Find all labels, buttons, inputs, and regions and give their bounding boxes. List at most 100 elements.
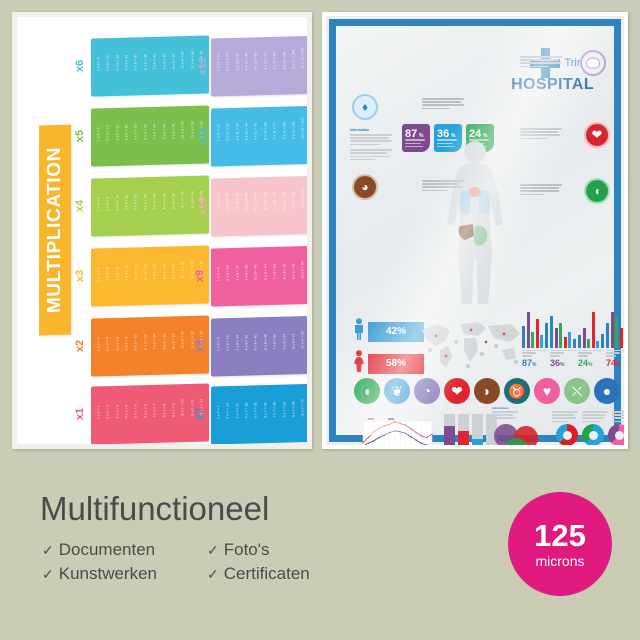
multiplication-table-x4[interactable]: 1 x 4 = 4 2 x 4 = 8 3 x 4 = 12 4 x 4 = 16 5 … — [74, 175, 209, 237]
mini-bar — [578, 335, 581, 348]
table-row: 8 x 11 = 88 — [281, 122, 286, 140]
check-icon: ✓ — [42, 566, 54, 582]
table-row: 9 x 6 = 54 — [171, 53, 176, 70]
stat-unit: % — [616, 362, 621, 369]
hospital-infographic-poster[interactable]: Trinity HOSPITAL Information — [322, 12, 628, 449]
gender-stat-row: 58% — [352, 350, 424, 377]
table-row: 2 x 10 = 20 — [225, 193, 230, 212]
multiplication-table-x5[interactable]: 1 x 5 = 5 2 x 5 = 10 3 x 5 = 15 4 x 5 = 20 5… — [74, 105, 209, 167]
multiplication-table-x11[interactable]: 1 x 11 = 11 2 x 11 = 22 3 x 11 = 33 4 x 11 … — [197, 105, 307, 167]
table-rows: 1 x 4 = 4 2 x 4 = 8 3 x 4 = 12 4 x 4 = 16 5 … — [95, 180, 206, 233]
table-label-x9: x9 — [194, 269, 207, 283]
multiplication-table-x7[interactable]: 1 x 7 = 7 2 x 7 = 14 3 x 7 = 21 4 x 7 = 28 5… — [194, 383, 312, 444]
text-line — [350, 158, 376, 161]
table-row: 4 x 4 = 16 — [124, 194, 129, 211]
mini-bar — [531, 331, 534, 348]
micron-badge: 125 microns — [508, 492, 612, 596]
stomach-icon[interactable]: ◖ — [354, 378, 380, 404]
brain-icon[interactable]: ◔ — [414, 378, 440, 404]
table-label-x6: x6 — [74, 59, 87, 73]
table-card: 1 x 8 = 8 2 x 8 = 16 3 x 8 = 24 4 x 8 = 32 5… — [211, 315, 307, 377]
multiplication-table-x8[interactable]: 1 x 8 = 8 2 x 8 = 16 3 x 8 = 24 4 x 8 = 32 5… — [194, 315, 307, 377]
table-row: 7 x 4 = 28 — [152, 194, 157, 210]
table-card: 1 x 10 = 10 2 x 10 = 20 3 x 10 = 30 4 x 10 … — [211, 175, 307, 237]
table-row: 11 x 4 = 44 — [189, 191, 194, 209]
stat-unit: % — [560, 362, 565, 369]
lungs-icon[interactable]: ❦ — [384, 378, 410, 404]
feature-label: Certificaten — [223, 564, 310, 583]
table-rows: 1 x 5 = 5 2 x 5 = 10 3 x 5 = 15 4 x 5 = 20 5… — [95, 110, 206, 163]
bed-rest-icon[interactable]: ⛌ — [564, 378, 590, 404]
table-row: 7 x 2 = 14 — [152, 334, 157, 350]
table-row: 1 x 5 = 5 — [96, 127, 101, 142]
multiplication-table-x2[interactable]: 1 x 2 = 2 2 x 2 = 4 3 x 2 = 6 4 x 2 = 8 5 x … — [74, 315, 209, 377]
table-row: 4 x 2 = 8 — [124, 336, 129, 351]
table-row: 4 x 3 = 12 — [124, 264, 129, 281]
text-line — [350, 140, 392, 142]
table-row: 4 x 12 = 48 — [244, 53, 249, 71]
table-row: 5 x 6 = 30 — [133, 54, 138, 71]
table-row: 5 x 7 = 35 — [253, 402, 258, 419]
text-line — [350, 152, 387, 154]
bar-column — [458, 414, 469, 445]
features-column-right: ✓ Foto's ✓ Certificaten — [207, 540, 310, 584]
liver-icon[interactable]: ◗ — [474, 378, 500, 404]
table-rows: 1 x 11 = 11 2 x 11 = 22 3 x 11 = 33 4 x 11 … — [215, 110, 307, 163]
bar-fill — [444, 425, 455, 445]
table-row: 3 x 8 = 24 — [235, 335, 240, 351]
table-row: 8 x 4 = 32 — [161, 193, 166, 210]
feature-item: ✓ Foto's — [207, 540, 310, 560]
multiplication-table-x1[interactable]: 1 x 1 = 1 2 x 1 = 2 3 x 1 = 3 4 x 1 = 4 5 x … — [74, 383, 209, 444]
mini-bar — [535, 319, 539, 348]
tooth-icon[interactable]: ♉ — [504, 378, 530, 404]
table-row: 10 x 8 = 80 — [300, 331, 305, 350]
table-row: 1 x 1 = 1 — [96, 405, 101, 420]
table-row: 11 x 7 = 77 — [309, 399, 312, 417]
multiplication-poster-inner: MULTIPLICATION 1 x 6 = 6 2 x 6 = 12 3 x 6 … — [17, 17, 307, 444]
mini-bar — [587, 339, 590, 348]
table-row: 1 x 3 = 3 — [96, 267, 101, 282]
multiplication-poster[interactable]: MULTIPLICATION 1 x 6 = 6 2 x 6 = 12 3 x 6 … — [12, 12, 312, 449]
text-line — [350, 137, 390, 139]
multiplication-table-x12[interactable]: 1 x 12 = 12 2 x 12 = 24 3 x 12 = 36 4 x 12 … — [197, 35, 307, 97]
check-icon: ✓ — [207, 542, 219, 558]
table-row: 11 x 9 = 99 — [309, 261, 312, 279]
mini-bar — [526, 312, 530, 348]
heart-pink-icon[interactable]: ♥ — [534, 378, 560, 404]
multiplication-table-x3[interactable]: 1 x 3 = 3 2 x 3 = 6 3 x 3 = 9 4 x 3 = 12 5 x… — [74, 245, 209, 307]
table-row: 8 x 6 = 48 — [161, 53, 166, 70]
stat-percentage: 87% — [522, 358, 537, 369]
info-block: Information — [492, 406, 518, 424]
callout-text-lungs — [422, 98, 464, 111]
donut-chart — [556, 424, 578, 445]
feature-label: Foto's — [223, 540, 270, 559]
multiplication-table-x10[interactable]: 1 x 10 = 10 2 x 10 = 20 3 x 10 = 30 4 x 10 … — [197, 175, 307, 237]
mini-bar — [600, 333, 604, 348]
table-row: 9 x 7 = 63 — [291, 401, 296, 418]
lungs-callout-icon: ♦ — [352, 94, 378, 120]
stat-group-87: 87% — [522, 312, 548, 368]
gender-stat-row: 42% — [352, 318, 424, 345]
heart-icon[interactable]: ❤ — [444, 378, 470, 404]
badge-unit: % — [419, 133, 424, 139]
info-block — [552, 406, 578, 424]
apple-icon[interactable]: ● — [594, 378, 620, 404]
multiplication-column-left: 1 x 6 = 6 2 x 6 = 12 3 x 6 = 18 4 x 6 = 24 5… — [74, 17, 210, 444]
table-row: 2 x 4 = 8 — [105, 197, 110, 212]
table-row: 4 x 11 = 44 — [244, 123, 249, 141]
table-row: 8 x 8 = 64 — [281, 333, 286, 350]
table-row: 9 x 4 = 36 — [171, 193, 176, 210]
table-row: 7 x 10 = 70 — [272, 192, 277, 210]
table-row: 3 x 4 = 12 — [115, 195, 120, 211]
multiplication-column-right: 1 x 12 = 12 2 x 12 = 24 3 x 12 = 36 4 x 12 … — [194, 17, 312, 444]
table-label-x3: x3 — [74, 269, 87, 283]
table-row: 4 x 10 = 40 — [244, 193, 249, 211]
badge-sublines — [405, 139, 425, 149]
table-row: 8 x 7 = 56 — [281, 401, 286, 418]
multiplication-table-x6[interactable]: 1 x 6 = 6 2 x 6 = 12 3 x 6 = 18 4 x 6 = 24 5… — [74, 35, 209, 97]
table-row: 3 x 11 = 33 — [235, 123, 240, 141]
mini-bar — [591, 312, 595, 348]
mini-bar — [606, 322, 609, 348]
table-row: 4 x 6 = 24 — [124, 54, 129, 71]
multiplication-table-x9[interactable]: 1 x 9 = 9 2 x 9 = 18 3 x 9 = 27 4 x 9 = 36 5… — [194, 245, 312, 307]
